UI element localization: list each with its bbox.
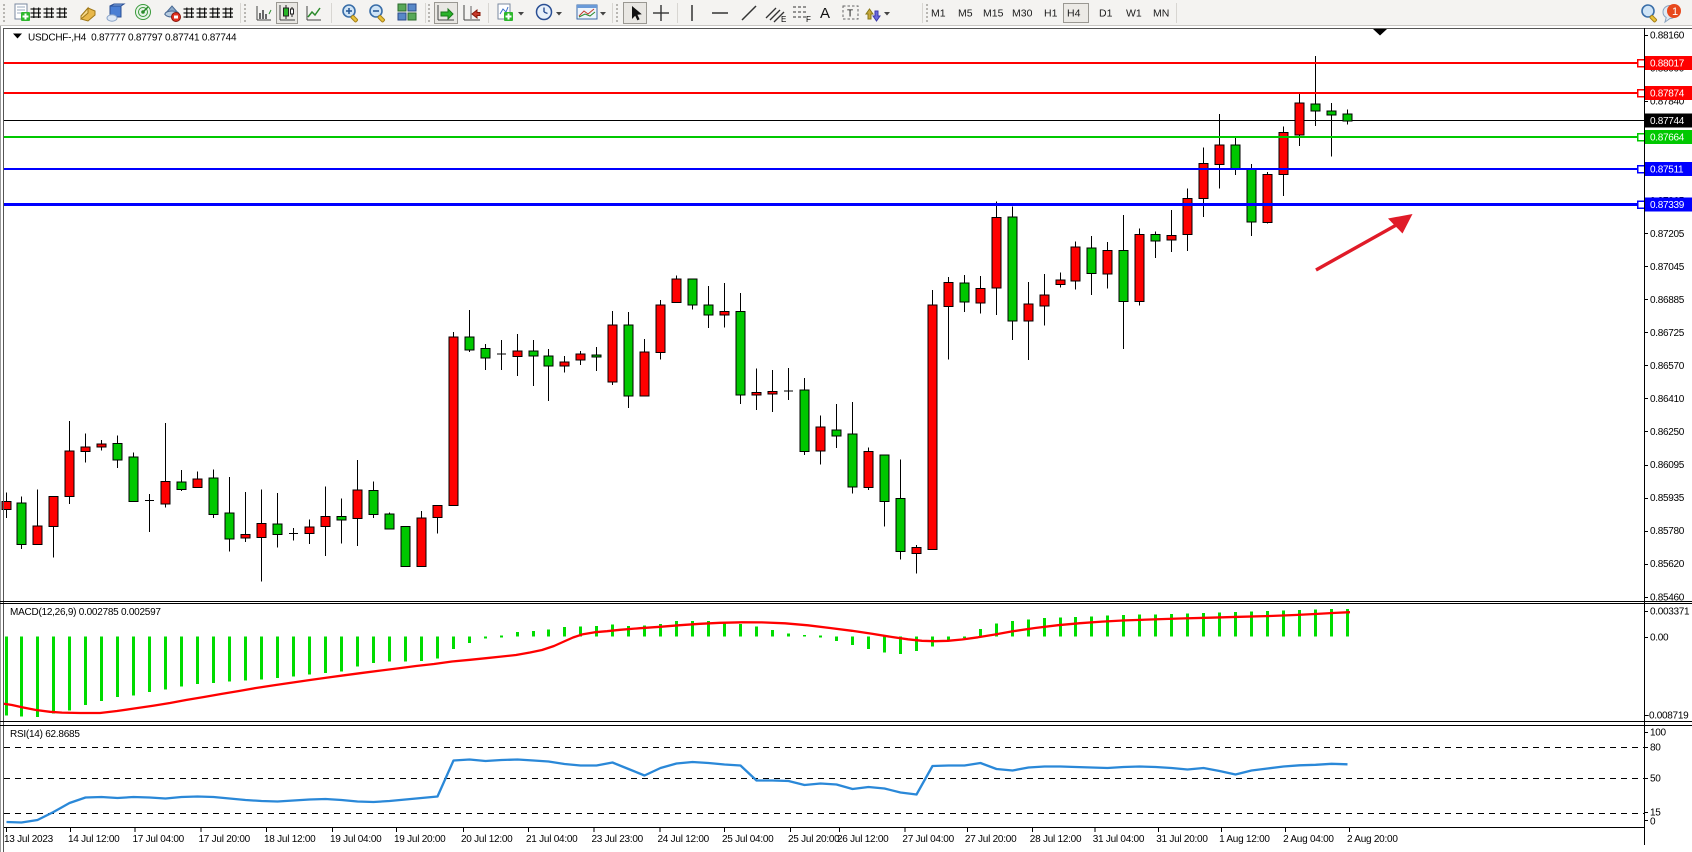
svg-text:M15: M15 [983,8,1004,20]
svg-text:E: E [781,15,786,24]
svg-text:0.88017: 0.88017 [1650,59,1685,70]
svg-text:RSI(14) 62.8685: RSI(14) 62.8685 [10,729,80,740]
svg-text:0.85780: 0.85780 [1650,526,1685,537]
svg-text:23 Jul 23:00: 23 Jul 23:00 [592,834,644,845]
svg-text:1 Aug 12:00: 1 Aug 12:00 [1219,834,1270,845]
svg-text:A: A [820,5,830,22]
svg-text:0.85620: 0.85620 [1650,559,1685,570]
svg-text:0.86570: 0.86570 [1650,361,1685,372]
svg-text:2 Aug 20:00: 2 Aug 20:00 [1347,834,1398,845]
svg-text:0.87045: 0.87045 [1650,262,1685,273]
svg-text:M5: M5 [958,8,973,20]
svg-text:100: 100 [1650,728,1667,739]
svg-text:0.86095: 0.86095 [1650,460,1685,471]
svg-text:19 Jul 04:00: 19 Jul 04:00 [330,834,382,845]
svg-text:F: F [806,15,811,24]
svg-text:20 Jul 12:00: 20 Jul 12:00 [461,834,513,845]
svg-text:0.87339: 0.87339 [1650,200,1685,211]
svg-text:18 Jul 12:00: 18 Jul 12:00 [264,834,316,845]
svg-text:M30: M30 [1012,8,1033,20]
svg-text:USDCHF-,H4 0.87777 0.87797 0.: USDCHF-,H4 0.87777 0.87797 0.87741 0.877… [28,33,237,44]
svg-text:50: 50 [1650,774,1661,785]
svg-text:-0.008719: -0.008719 [1646,711,1689,722]
svg-text:0.87874: 0.87874 [1650,89,1685,100]
svg-text:1: 1 [1672,6,1678,18]
svg-text:31 Jul 04:00: 31 Jul 04:00 [1093,834,1145,845]
svg-text:MN: MN [1153,8,1169,20]
svg-text:31 Jul 20:00: 31 Jul 20:00 [1156,834,1208,845]
svg-text:0.87744: 0.87744 [1650,116,1685,127]
svg-text:T: T [847,9,853,20]
svg-text:0.87664: 0.87664 [1650,133,1685,144]
svg-text:13 Jul 2023: 13 Jul 2023 [4,834,54,845]
svg-text:0.85935: 0.85935 [1650,493,1685,504]
svg-text:15: 15 [1650,808,1661,819]
svg-text:25 Jul 04:00: 25 Jul 04:00 [722,834,774,845]
svg-text:H1: H1 [1044,8,1058,20]
svg-text:0.86410: 0.86410 [1650,394,1685,405]
svg-text:17 Jul 20:00: 17 Jul 20:00 [199,834,251,845]
svg-text:27 Jul 04:00: 27 Jul 04:00 [902,834,954,845]
svg-text:0.85460: 0.85460 [1650,592,1685,603]
svg-text:0.00: 0.00 [1650,633,1669,644]
svg-text:2 Aug 04:00: 2 Aug 04:00 [1283,834,1334,845]
svg-text:28 Jul 12:00: 28 Jul 12:00 [1030,834,1082,845]
svg-text:0.87840: 0.87840 [1650,97,1685,108]
svg-text:MACD(12,26,9) 0.002785 0.00259: MACD(12,26,9) 0.002785 0.002597 [10,607,161,618]
svg-text:27 Jul 20:00: 27 Jul 20:00 [965,834,1017,845]
svg-text:17 Jul 04:00: 17 Jul 04:00 [133,834,185,845]
svg-text:21 Jul 04:00: 21 Jul 04:00 [526,834,578,845]
svg-text:26 Jul 12:00: 26 Jul 12:00 [837,834,889,845]
svg-text:M1: M1 [931,8,946,20]
svg-text:0.88160: 0.88160 [1650,31,1685,42]
svg-text:0.87511: 0.87511 [1650,165,1684,176]
svg-text:0.86885: 0.86885 [1650,295,1685,306]
svg-text:14 Jul 12:00: 14 Jul 12:00 [68,834,120,845]
svg-text:H4: H4 [1067,8,1081,20]
svg-text:W1: W1 [1126,8,1142,20]
svg-text:25 Jul 20:00: 25 Jul 20:00 [788,834,840,845]
svg-text:24 Jul 12:00: 24 Jul 12:00 [658,834,710,845]
svg-text:19 Jul 20:00: 19 Jul 20:00 [394,834,446,845]
svg-text:0.87205: 0.87205 [1650,229,1685,240]
svg-text:0.86725: 0.86725 [1650,328,1685,339]
svg-text:0.86250: 0.86250 [1650,427,1685,438]
svg-text:0: 0 [1650,817,1656,828]
svg-text:0.003371: 0.003371 [1650,607,1690,618]
svg-text:80: 80 [1650,743,1661,754]
svg-text:D1: D1 [1099,8,1113,20]
